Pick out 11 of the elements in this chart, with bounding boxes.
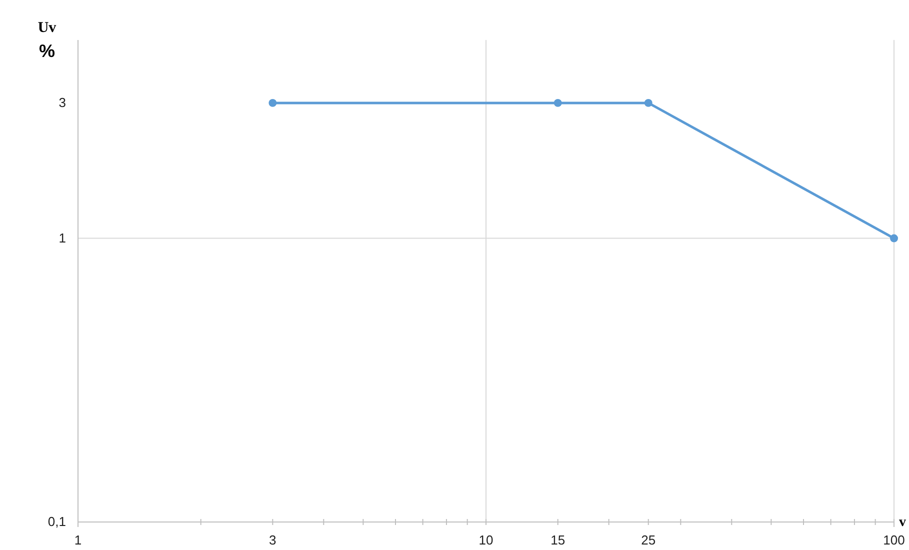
y-tick-label: 3 bbox=[58, 95, 66, 110]
x-tick-label: 25 bbox=[641, 532, 656, 548]
x-tick-label: 100 bbox=[883, 532, 905, 548]
x-tick-label: 3 bbox=[269, 532, 276, 548]
y-tick-label: 0,1 bbox=[48, 514, 66, 530]
x-axis-title: v bbox=[899, 515, 906, 530]
x-tick-label: 10 bbox=[478, 532, 494, 548]
y-axis-title: Uv % bbox=[38, 20, 57, 61]
y-tick-label: 1 bbox=[58, 230, 66, 246]
x-tick-label: 15 bbox=[550, 532, 566, 548]
x-tick-label: 1 bbox=[74, 532, 82, 548]
